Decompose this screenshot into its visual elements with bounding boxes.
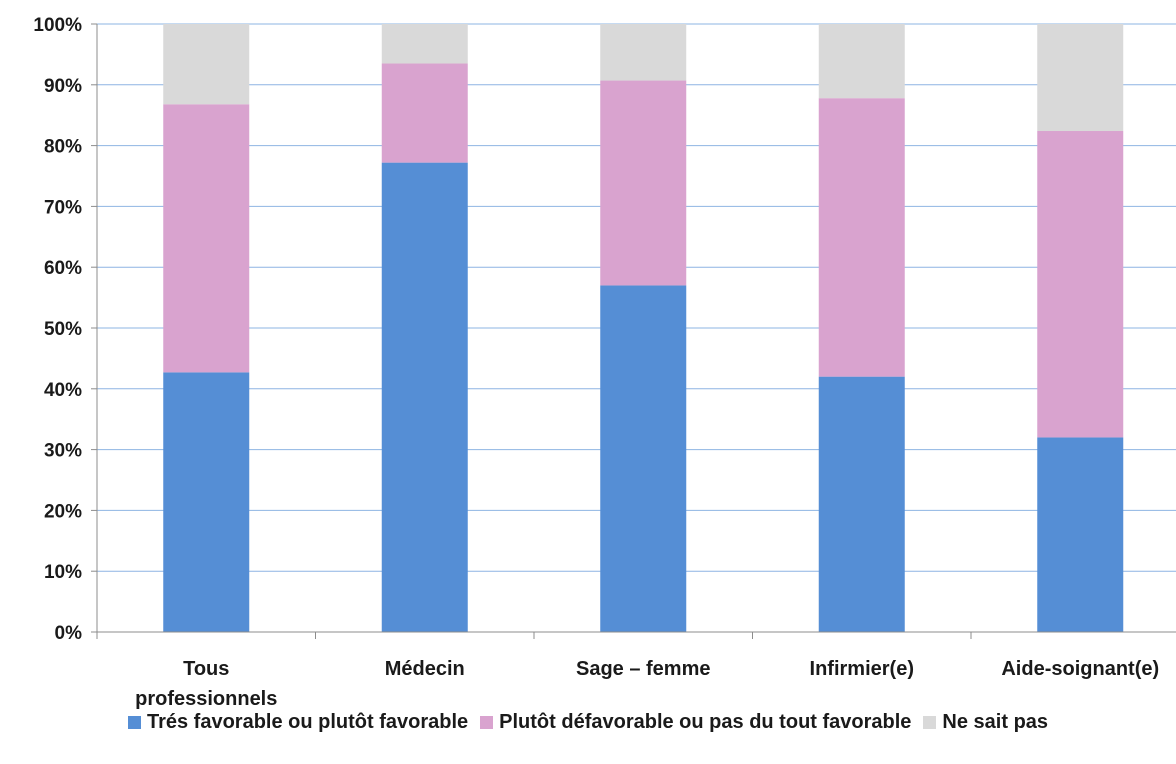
bar-segment — [600, 24, 687, 81]
legend-swatch — [480, 716, 494, 729]
bar-segment — [381, 63, 468, 163]
bars — [163, 24, 1124, 632]
y-tick-label: 40% — [44, 380, 82, 401]
bar-segment — [163, 104, 250, 373]
y-tick-label: 30% — [44, 441, 82, 462]
bar-segment — [381, 24, 468, 64]
y-tick-label: 100% — [33, 15, 82, 36]
bar-segment — [1037, 24, 1124, 132]
legend-item: Plutôt défavorable ou pas du tout favora… — [480, 711, 911, 734]
legend-label: Plutôt défavorable ou pas du tout favora… — [499, 711, 912, 733]
bar-segment — [818, 376, 905, 632]
y-tick-label: 70% — [44, 197, 82, 218]
y-tick-label: 10% — [44, 562, 82, 583]
x-category-label: Infirmier(e) — [810, 658, 914, 680]
bar-segment — [163, 372, 250, 632]
bar-segment — [600, 285, 687, 632]
legend-swatch — [923, 716, 937, 729]
legend: Trés favorable ou plutôt favorable Plutôt… — [0, 711, 1176, 734]
y-tick-label: 50% — [44, 319, 82, 340]
bar-segment — [600, 80, 687, 286]
bar-segment — [1037, 131, 1124, 438]
legend-label: Ne sait pas — [942, 711, 1049, 733]
x-category-label: Sage – femme — [576, 658, 711, 680]
bar-segment — [163, 24, 250, 105]
bar-segment — [381, 162, 468, 632]
y-tick-label: 0% — [55, 623, 83, 644]
y-tick-label: 80% — [44, 137, 82, 158]
y-axis-tick-labels: 0% 10% 20% 30% 40% 50% 60% 70% 80% 90% 100% — [33, 15, 82, 644]
x-category-label: professionnels — [135, 688, 277, 710]
legend-item: Trés favorable ou plutôt favorable — [127, 711, 469, 734]
x-category-label: Aide-soignant(e) — [1001, 658, 1159, 680]
x-axis-category-labels: Tous professionnels Médecin Sage – femme Inf… — [135, 658, 1159, 710]
bar-segment — [818, 24, 905, 99]
bar-segment — [1037, 437, 1124, 632]
x-category-label: Tous — [183, 658, 229, 680]
legend-label: Trés favorable ou plutôt favorable — [146, 711, 469, 733]
x-axis — [96, 24, 1176, 639]
legend-item: Ne sait pas — [923, 711, 1048, 734]
bar-segment — [818, 98, 905, 377]
y-tick-label: 20% — [44, 501, 82, 522]
y-tick-label: 90% — [44, 76, 82, 97]
legend-swatch — [127, 716, 141, 729]
x-category-label: Médecin — [385, 658, 465, 680]
y-tick-label: 60% — [44, 258, 82, 279]
